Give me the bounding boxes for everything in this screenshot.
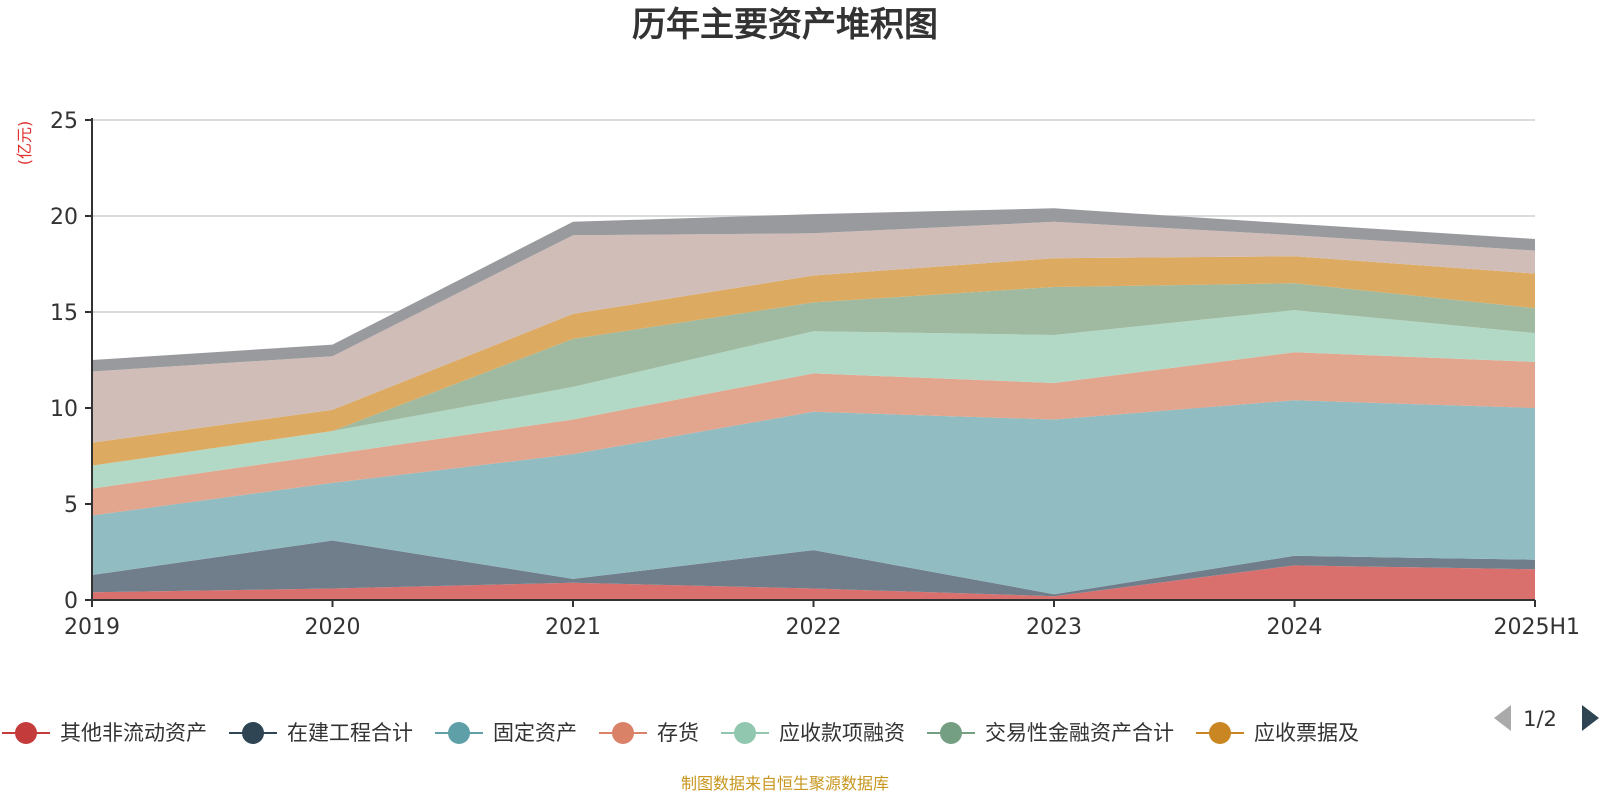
series-area-8 (92, 221, 1535, 443)
series-area-1 (92, 565, 1535, 600)
legend-marker-icon (448, 722, 470, 744)
series-area-6 (92, 283, 1535, 466)
y-axis-unit: (亿元) (15, 121, 34, 166)
legend-label: 交易性金融资产合计 (985, 721, 1174, 745)
legend-pager: 1/2 (1494, 705, 1599, 731)
data-source-note: 制图数据来自恒生聚源数据库 (681, 774, 889, 793)
series-area-9 (92, 208, 1535, 372)
legend-marker-icon (940, 722, 962, 744)
y-tick-label: 15 (50, 301, 78, 326)
legend-item[interactable]: 在建工程合计 (229, 721, 413, 745)
legend-page-indicator: 1/2 (1523, 707, 1557, 731)
legend-marker-icon (242, 722, 264, 744)
legend-item[interactable]: 固定资产 (435, 721, 577, 745)
legend[interactable]: 其他非流动资产 在建工程合计 固定资产 存货 应收款项融资 交易性金融资产合计 应收票据及 (2, 721, 1359, 745)
legend-item[interactable]: 存货 (599, 721, 699, 745)
series-area-2 (92, 540, 1535, 597)
y-tick-label: 0 (64, 589, 78, 614)
y-tick-label: 25 (50, 109, 78, 134)
series-area-5 (92, 310, 1535, 489)
x-tick-label: 2023 (1026, 615, 1082, 640)
legend-prev-page-icon[interactable] (1494, 705, 1511, 731)
series-areas (92, 208, 1535, 600)
x-tick-label: 2021 (545, 615, 601, 640)
x-tick-label: 2019 (64, 615, 120, 640)
legend-label: 固定资产 (493, 721, 577, 745)
legend-label: 应收票据及 (1254, 721, 1359, 745)
legend-marker-icon (734, 722, 756, 744)
x-tick-label: 2022 (786, 615, 842, 640)
series-area-3 (92, 400, 1535, 595)
legend-item[interactable]: 应收款项融资 (721, 721, 905, 745)
y-tick-label: 5 (64, 493, 78, 518)
series-area-7 (92, 256, 1535, 466)
y-tick-label: 10 (50, 397, 78, 422)
x-axis-ticks: 2019 2020 2021 2022 2023 2024 2025H1 (64, 600, 1580, 640)
series-area-4 (92, 352, 1535, 516)
legend-marker-icon (15, 722, 37, 744)
legend-label: 存货 (657, 721, 699, 745)
legend-marker-icon (612, 722, 634, 744)
y-axis-ticks: 0 5 10 15 20 25 (50, 109, 92, 614)
y-tick-label: 20 (50, 205, 78, 230)
legend-label: 应收款项融资 (779, 721, 905, 745)
legend-next-page-icon[interactable] (1582, 705, 1599, 731)
x-tick-label: 2020 (305, 615, 361, 640)
x-tick-label: 2024 (1267, 615, 1323, 640)
legend-item[interactable]: 应收票据及 (1196, 721, 1359, 745)
chart-title: 历年主要资产堆积图 (632, 5, 938, 45)
legend-item[interactable]: 交易性金融资产合计 (927, 721, 1174, 745)
x-tick-label: 2025H1 (1493, 615, 1580, 640)
legend-marker-icon (1209, 722, 1231, 744)
legend-label: 在建工程合计 (287, 721, 413, 745)
legend-label: 其他非流动资产 (60, 721, 207, 745)
legend-item[interactable]: 其他非流动资产 (2, 721, 207, 745)
